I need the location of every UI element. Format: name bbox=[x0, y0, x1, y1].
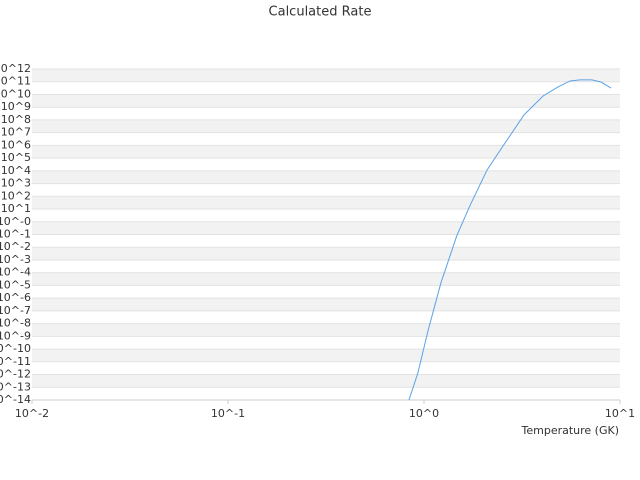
y-tick-label: 10^-9 bbox=[0, 329, 31, 342]
y-tick-label: 10^4 bbox=[1, 164, 31, 177]
y-tick-label: 10^-12 bbox=[0, 368, 31, 381]
y-tick-label: 10^10 bbox=[0, 87, 31, 100]
y-tick-label: 10^9 bbox=[1, 100, 31, 113]
grid-band bbox=[32, 196, 620, 210]
x-tick-label: 10^-1 bbox=[211, 407, 245, 420]
y-tick-label: 10^-13 bbox=[0, 380, 31, 393]
y-tick-label: 10^11 bbox=[0, 75, 31, 88]
y-tick-label: 10^-1 bbox=[0, 228, 31, 241]
x-tick-label: 10^1 bbox=[605, 407, 635, 420]
y-tick-label: 10^12 bbox=[0, 62, 31, 75]
grid-band bbox=[32, 323, 620, 337]
y-tick-label: 10^8 bbox=[1, 113, 31, 126]
grid-band bbox=[32, 119, 620, 133]
y-tick-label: 10^5 bbox=[1, 151, 31, 164]
grid-band bbox=[32, 298, 620, 311]
y-tick-label: 10^-10 bbox=[0, 342, 31, 355]
y-tick-label: 10^-2 bbox=[0, 240, 31, 253]
grid-band bbox=[32, 374, 620, 388]
grid-band bbox=[32, 272, 620, 286]
grid-band bbox=[32, 221, 620, 235]
y-tick-label: 10^-0 bbox=[0, 215, 31, 228]
y-tick-label: 10^2 bbox=[1, 189, 31, 202]
y-tick-label: 10^-14 bbox=[0, 393, 31, 406]
grid-band bbox=[32, 349, 620, 362]
y-tick-label: 10^1 bbox=[1, 202, 31, 215]
y-tick-label: 10^-4 bbox=[0, 266, 31, 279]
grid-band bbox=[32, 145, 620, 159]
grid-band bbox=[32, 170, 620, 184]
y-tick-label: 10^-6 bbox=[0, 291, 31, 304]
chart-title: Calculated Rate bbox=[269, 5, 372, 20]
y-tick-label: 10^-7 bbox=[0, 304, 31, 317]
y-tick-label: 10^-8 bbox=[0, 317, 31, 330]
x-axis-label: Temperature (GK) bbox=[521, 424, 620, 437]
data-line bbox=[408, 79, 612, 401]
grid-band bbox=[32, 69, 620, 82]
y-tick-label: 10^-3 bbox=[0, 253, 31, 266]
grid-band bbox=[32, 94, 620, 108]
x-tick-label: 10^0 bbox=[409, 407, 439, 420]
x-tick-label: 10^-2 bbox=[15, 407, 49, 420]
y-tick-label: 10^7 bbox=[1, 126, 31, 139]
y-tick-label: 10^6 bbox=[1, 138, 31, 151]
y-tick-label: 10^-5 bbox=[0, 278, 31, 291]
grid-band bbox=[32, 247, 620, 260]
y-tick-label: 10^-11 bbox=[0, 355, 31, 368]
y-tick-label: 10^3 bbox=[1, 177, 31, 190]
